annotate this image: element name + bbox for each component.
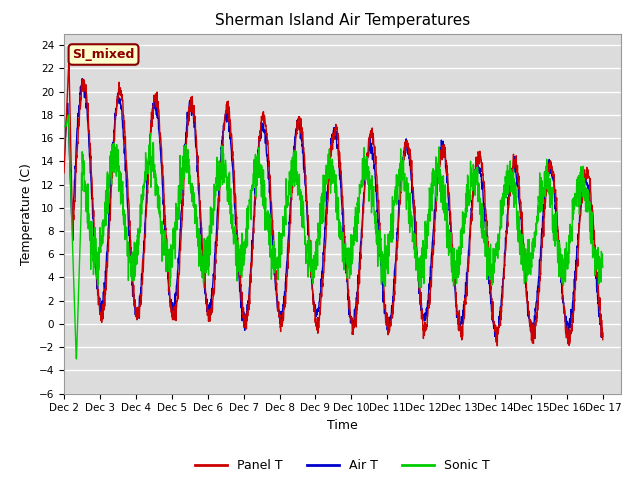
Legend: Panel T, Air T, Sonic T: Panel T, Air T, Sonic T — [191, 455, 494, 477]
Title: Sherman Island Air Temperatures: Sherman Island Air Temperatures — [215, 13, 470, 28]
Y-axis label: Temperature (C): Temperature (C) — [20, 163, 33, 264]
Text: SI_mixed: SI_mixed — [72, 48, 135, 61]
X-axis label: Time: Time — [327, 419, 358, 432]
